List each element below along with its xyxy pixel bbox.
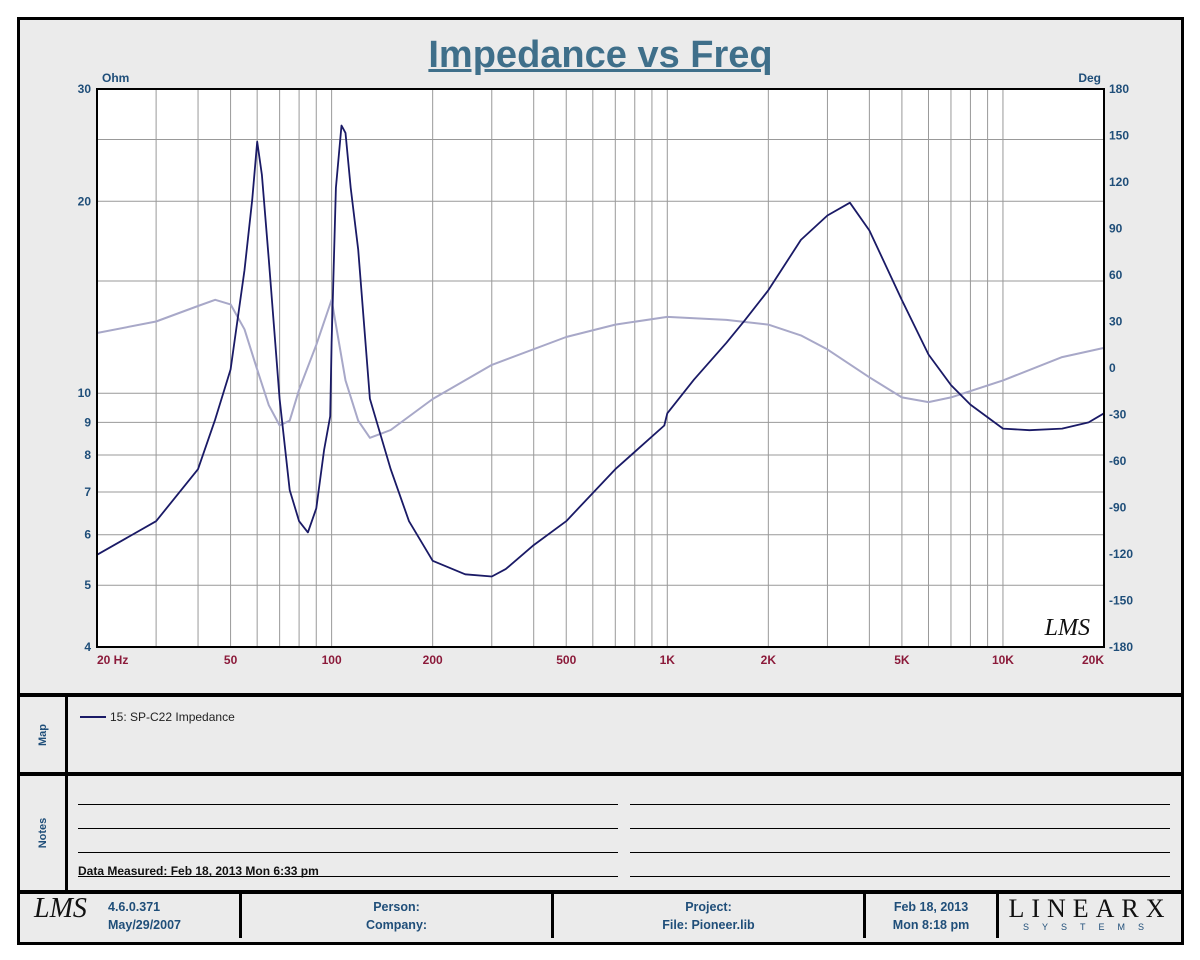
plot-border <box>96 88 1105 648</box>
x-tick-label: 1K <box>660 653 676 667</box>
y2-tick-label: 90 <box>1109 222 1123 236</box>
y-axis-label: Ohm <box>102 71 129 85</box>
version: 4.6.0.371 <box>108 900 161 914</box>
y2-tick-label: -60 <box>1109 454 1127 468</box>
y2-tick-label: -90 <box>1109 501 1127 515</box>
y2-tick-label: -120 <box>1109 547 1133 561</box>
map-section: Map 15: SP-C22 Impedance <box>20 697 1181 772</box>
x-tick-label: 50 <box>224 653 238 667</box>
note-line <box>78 828 618 829</box>
company: Company: <box>365 918 428 932</box>
brand: LINEARX <box>1008 894 1172 923</box>
divider <box>20 890 1181 894</box>
person: Person: <box>373 900 420 914</box>
footer: LMS 4.6.0.371 May/29/2007 Person: Compan… <box>20 894 1181 942</box>
x-tick-label: 100 <box>322 653 342 667</box>
note-line <box>630 828 1170 829</box>
y-tick-label: 9 <box>84 415 91 429</box>
y-tick-label: 5 <box>84 578 91 592</box>
y2-tick-label: 0 <box>1109 361 1116 375</box>
note-line <box>78 876 618 877</box>
chart-section: Impedance vs Freq 20 Hz 50 100 200 500 1K 2K 5K… <box>20 20 1181 693</box>
plot-area <box>97 89 1104 647</box>
note-line <box>630 804 1170 805</box>
map-label: Map <box>36 723 49 746</box>
y-tick-label: 10 <box>78 386 92 400</box>
note-line <box>78 804 618 805</box>
project-cell: Project: File: Pioneer.lib <box>554 894 866 938</box>
legend-line-swatch <box>80 716 106 718</box>
chart-title: Impedance vs Freq <box>428 34 773 76</box>
notes-label: Notes <box>36 817 49 849</box>
x-tick-label: 5K <box>894 653 910 667</box>
x-tick-label: 20 Hz <box>97 653 128 667</box>
project: Project: <box>685 900 732 914</box>
phase-series-line <box>96 298 1105 439</box>
x-tick-label: 2K <box>761 653 777 667</box>
note-line <box>630 876 1170 877</box>
y-tick-label: 6 <box>84 528 91 542</box>
x-tick-label: 10K <box>992 653 1014 667</box>
y2-tick-label: -150 <box>1109 594 1133 608</box>
impedance-series-line <box>96 124 1105 578</box>
note-line <box>78 852 618 853</box>
y2-axis-label: Deg <box>1078 71 1101 85</box>
y-tick-label: 20 <box>78 194 92 208</box>
divider <box>20 693 1181 697</box>
legend-item: 15: SP-C22 Impedance <box>80 710 235 724</box>
note-line <box>630 852 1170 853</box>
brand-sub: SYSTEMS <box>1022 922 1157 932</box>
lms-watermark: LMS <box>1044 615 1090 641</box>
y2-tick-label: 120 <box>1109 175 1129 189</box>
y-tick-label: 4 <box>84 640 91 654</box>
y2-tick-label: -30 <box>1109 408 1127 422</box>
notes-section: Notes Data Measured: Feb 18, 2013 Mon 6:… <box>20 776 1181 890</box>
y2-tick-label: 30 <box>1109 315 1123 329</box>
x-tick-label: 200 <box>423 653 443 667</box>
report-frame: Impedance vs Freq 20 Hz 50 100 200 500 1K 2K 5K… <box>17 17 1184 945</box>
y-tick-label: 8 <box>84 448 91 462</box>
version-date: May/29/2007 <box>108 918 181 932</box>
y-tick-label: 7 <box>84 485 91 499</box>
data-measured: Data Measured: Feb 18, 2013 Mon 6:33 pm <box>78 864 319 878</box>
x-tick-label: 500 <box>556 653 576 667</box>
version-cell: LMS 4.6.0.371 May/29/2007 <box>20 894 242 938</box>
date: Feb 18, 2013 <box>893 900 969 914</box>
y-tick-label: 30 <box>78 82 92 96</box>
lms-logo: LMS <box>34 893 87 924</box>
divider <box>20 772 1181 776</box>
time: Mon 8:18 pm <box>892 918 970 932</box>
file: File: Pioneer.lib <box>662 918 755 932</box>
date-cell: Feb 18, 2013 Mon 8:18 pm <box>866 894 999 938</box>
x-tick-label: 20K <box>1082 653 1104 667</box>
y2-tick-label: -180 <box>1109 640 1133 654</box>
person-cell: Person: Company: <box>242 894 554 938</box>
y2-tick-label: 150 <box>1109 129 1129 143</box>
y2-tick-label: 60 <box>1109 268 1123 282</box>
legend-label: 15: SP-C22 Impedance <box>110 710 235 724</box>
impedance-chart: 20 Hz 50 100 200 500 1K 2K 5K 10K 20K 4 5 6 7 8 9 10 20 30… <box>78 71 1134 667</box>
y2-tick-label: 180 <box>1109 82 1129 96</box>
linearx-logo: LINEARX SYSTEMS <box>1002 894 1178 933</box>
